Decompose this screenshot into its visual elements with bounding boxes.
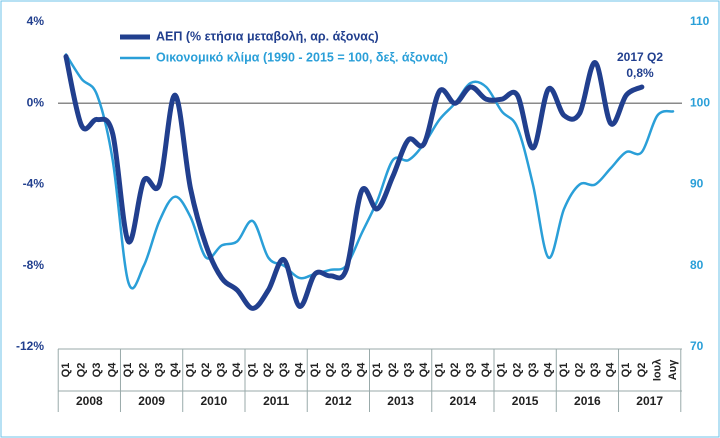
- x-tick-label: Q4: [480, 362, 492, 378]
- series-line: [64, 53, 675, 290]
- x-tick-label: Q3: [153, 363, 165, 378]
- x-tick-label: Q4: [293, 362, 305, 378]
- legend-label: ΑΕΠ (% ετήσια μεταβολή, αρ. άξονας): [156, 29, 379, 43]
- annotation: 0,8%: [626, 66, 654, 80]
- x-tick-label: Q4: [107, 362, 119, 378]
- legend-label: Οικονομικό κλίμα (1990 - 2015 = 100, δεξ…: [156, 50, 448, 64]
- x-tick-label: Q2: [262, 363, 274, 378]
- y-tick-label: -12%: [16, 339, 44, 353]
- x-tick-label: Q2: [574, 363, 586, 378]
- x-tick-label: Q3: [340, 363, 352, 378]
- year-label: 2010: [201, 394, 228, 408]
- x-tick-label: Q2: [324, 363, 336, 378]
- x-tick-label: Q2: [636, 363, 648, 378]
- y-tick-label: -4%: [23, 177, 45, 191]
- x-tick-label: Q3: [402, 363, 414, 378]
- x-tick-label: Q3: [91, 363, 103, 378]
- y-tick-label: 4%: [27, 14, 45, 28]
- x-tick-label: Q3: [589, 363, 601, 378]
- x-tick-label: Q1: [60, 363, 72, 378]
- x-tick-label: Q2: [449, 363, 461, 378]
- year-label: 2014: [450, 394, 477, 408]
- y-tick-label: -8%: [23, 258, 45, 272]
- x-tick-label: Q4: [542, 362, 554, 378]
- x-tick-label: Q4: [356, 362, 368, 378]
- x-tick-label: Q3: [216, 363, 228, 378]
- x-tick-label: Q4: [418, 362, 430, 378]
- x-tick-label: Q3: [527, 363, 539, 378]
- x-tick-label: Q2: [138, 363, 150, 378]
- x-tick-label: Q1: [184, 363, 196, 378]
- y-tick-label: 0%: [27, 95, 45, 109]
- x-tick-label: Q1: [620, 363, 632, 378]
- annotation: 2017 Q2: [617, 50, 663, 64]
- y2-tick-label: 80: [690, 258, 704, 272]
- series-line: [63, 54, 645, 311]
- year-label: 2012: [325, 394, 352, 408]
- x-tick-label: Q1: [433, 363, 445, 378]
- year-label: 2013: [387, 394, 414, 408]
- x-tick-label: Q1: [122, 363, 134, 378]
- x-tick-label: Q1: [309, 363, 321, 378]
- x-tick-label: Q3: [465, 363, 477, 378]
- x-tick-label: Q4: [169, 362, 181, 378]
- y2-tick-label: 100: [690, 95, 710, 109]
- x-tick-label: Αυγ: [667, 359, 679, 380]
- x-tick-label: Q1: [558, 363, 570, 378]
- year-label: 2017: [636, 394, 663, 408]
- x-tick-label: Ιουλ: [651, 359, 663, 381]
- x-tick-label: Q4: [231, 362, 243, 378]
- year-label: 2016: [574, 394, 601, 408]
- y2-tick-label: 110: [690, 14, 710, 28]
- x-tick-label: Q2: [200, 363, 212, 378]
- x-tick-label: Q4: [605, 362, 617, 378]
- x-tick-label: Q2: [75, 363, 87, 378]
- year-label: 2011: [263, 394, 289, 408]
- year-label: 2008: [76, 394, 103, 408]
- x-tick-label: Q2: [511, 363, 523, 378]
- year-label: 2009: [138, 394, 165, 408]
- x-tick-label: Q1: [371, 363, 383, 378]
- x-tick-label: Q1: [247, 363, 259, 378]
- year-label: 2015: [512, 394, 539, 408]
- x-tick-label: Q2: [387, 363, 399, 378]
- y2-tick-label: 70: [690, 339, 704, 353]
- x-tick-label: Q1: [496, 363, 508, 378]
- y2-tick-label: 90: [690, 177, 704, 191]
- x-tick-label: Q3: [278, 363, 290, 378]
